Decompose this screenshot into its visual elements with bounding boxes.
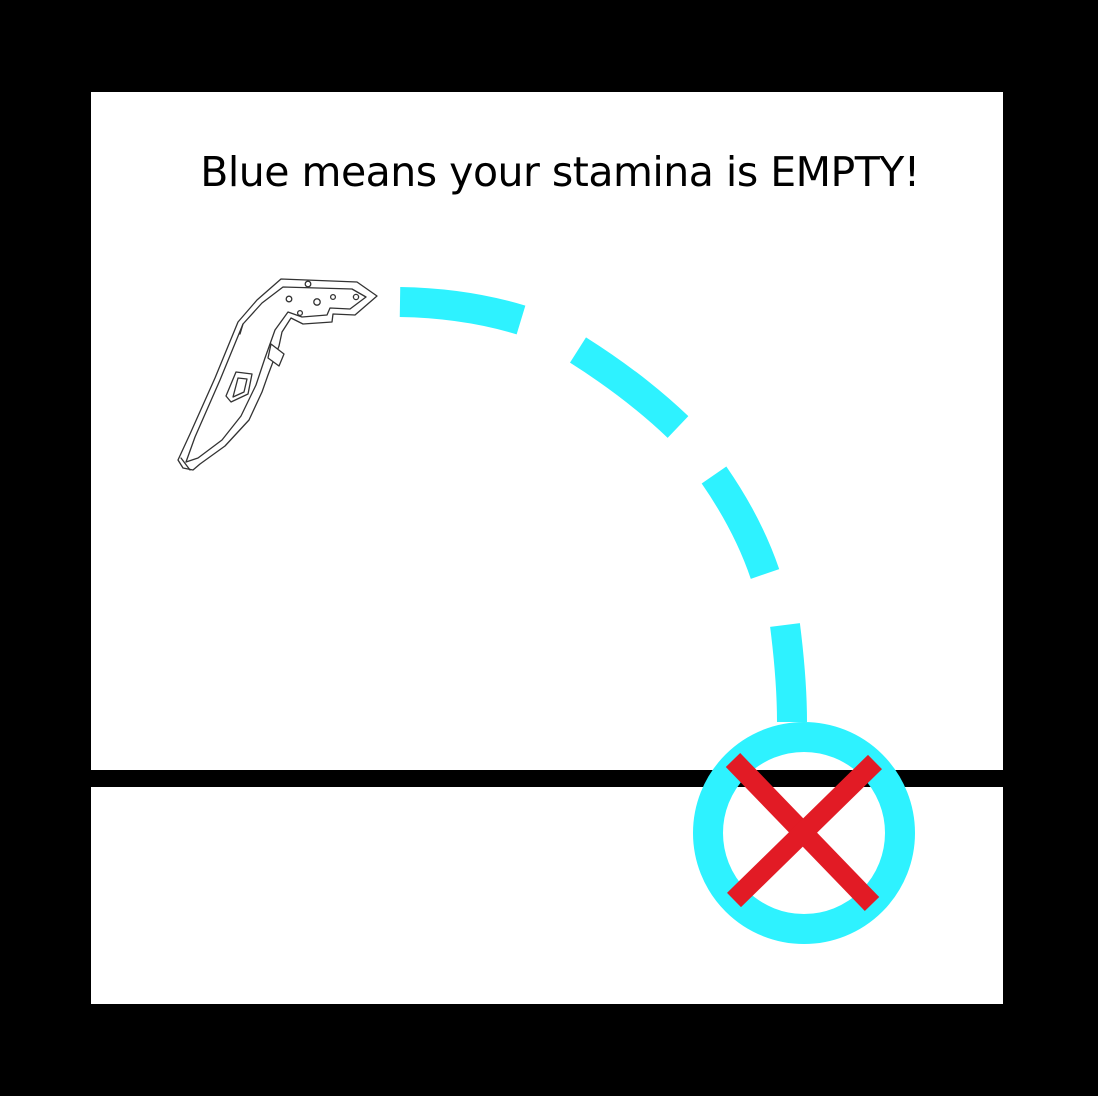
trajectory-dash [701, 466, 780, 579]
game-panel [91, 92, 1003, 1004]
trajectory-dash [770, 623, 807, 723]
ring-icon [693, 722, 915, 944]
x-mark-icon [725, 753, 882, 911]
trajectory-dash [399, 287, 526, 335]
vr-controller-icon [177, 278, 378, 471]
trajectory-dash [569, 337, 689, 438]
ground-line [91, 770, 1003, 787]
stamina-trajectory [399, 287, 807, 723]
instruction-text: Blue means your stamina is EMPTY! [200, 148, 920, 196]
